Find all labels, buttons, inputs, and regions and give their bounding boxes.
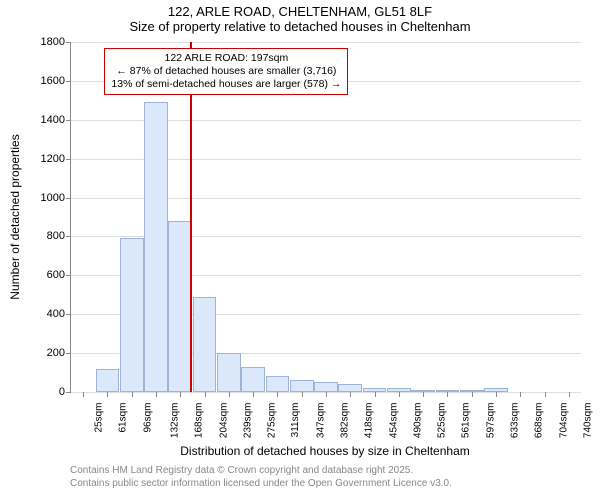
x-tick-label: 132sqm xyxy=(167,403,180,439)
x-tick-mark xyxy=(302,392,303,397)
histogram-bar xyxy=(217,353,241,392)
x-tick-mark xyxy=(180,392,181,397)
y-tick-label: 800 xyxy=(47,230,71,242)
x-tick-mark xyxy=(545,392,546,397)
x-tick-label: 382sqm xyxy=(337,403,350,439)
histogram-bar xyxy=(96,369,120,392)
y-tick-label: 1800 xyxy=(41,36,71,48)
x-tick-mark xyxy=(107,392,108,397)
x-tick-mark xyxy=(253,392,254,397)
x-tick-label: 633sqm xyxy=(507,403,520,439)
x-tick-label: 490sqm xyxy=(410,403,423,439)
x-axis-label: Distribution of detached houses by size … xyxy=(180,444,470,458)
x-tick-mark xyxy=(132,392,133,397)
histogram-bar xyxy=(338,384,362,392)
x-tick-mark xyxy=(277,392,278,397)
footer-attribution: Contains HM Land Registry data © Crown c… xyxy=(70,464,452,490)
x-tick-mark xyxy=(326,392,327,397)
x-tick-mark xyxy=(156,392,157,397)
x-tick-mark xyxy=(399,392,400,397)
chart-title-address: 122, ARLE ROAD, CHELTENHAM, GL51 8LF xyxy=(0,4,600,19)
x-tick-label: 525sqm xyxy=(434,403,447,439)
x-tick-mark xyxy=(520,392,521,397)
histogram-bar xyxy=(266,376,290,392)
x-tick-label: 96sqm xyxy=(140,403,153,433)
histogram-bar xyxy=(290,380,314,392)
x-tick-mark xyxy=(472,392,473,397)
x-tick-label: 204sqm xyxy=(216,403,229,439)
footer-line-2: Contains public sector information licen… xyxy=(70,477,452,490)
chart-container: 122, ARLE ROAD, CHELTENHAM, GL51 8LF Siz… xyxy=(0,0,600,500)
chart-title-subtitle: Size of property relative to detached ho… xyxy=(0,19,600,34)
y-tick-label: 400 xyxy=(47,308,71,320)
x-tick-mark xyxy=(205,392,206,397)
footer-line-1: Contains HM Land Registry data © Crown c… xyxy=(70,464,452,477)
y-tick-label: 600 xyxy=(47,269,71,281)
y-tick-label: 1000 xyxy=(41,192,71,204)
x-tick-mark xyxy=(447,392,448,397)
x-tick-mark xyxy=(229,392,230,397)
x-tick-mark xyxy=(375,392,376,397)
histogram-bar xyxy=(193,297,217,392)
histogram-bar xyxy=(144,102,168,392)
x-tick-label: 311sqm xyxy=(288,403,301,438)
x-tick-label: 597sqm xyxy=(483,403,496,439)
x-tick-label: 418sqm xyxy=(362,403,375,439)
grid-line xyxy=(71,42,581,43)
annotation-line: ← 87% of detached houses are smaller (3,… xyxy=(111,65,341,78)
x-tick-label: 239sqm xyxy=(240,403,253,439)
y-tick-label: 1200 xyxy=(41,153,71,165)
x-tick-label: 704sqm xyxy=(556,403,569,439)
annotation-line: 122 ARLE ROAD: 197sqm xyxy=(111,52,341,65)
x-tick-label: 740sqm xyxy=(580,403,593,439)
x-tick-label: 347sqm xyxy=(313,403,326,439)
x-tick-mark xyxy=(423,392,424,397)
x-tick-label: 61sqm xyxy=(116,403,129,433)
x-tick-label: 561sqm xyxy=(459,403,472,439)
x-tick-label: 168sqm xyxy=(192,403,205,439)
x-tick-label: 668sqm xyxy=(532,403,545,439)
y-axis-label: Number of detached properties xyxy=(8,134,22,299)
x-tick-label: 454sqm xyxy=(386,403,399,439)
plot-area: 02004006008001000120014001600180025sqm61… xyxy=(70,42,581,393)
annotation-line: 13% of semi-detached houses are larger (… xyxy=(111,78,341,91)
y-tick-label: 0 xyxy=(59,386,71,398)
x-tick-mark xyxy=(569,392,570,397)
histogram-bar xyxy=(120,238,144,392)
property-annotation-box: 122 ARLE ROAD: 197sqm← 87% of detached h… xyxy=(104,48,348,95)
x-tick-mark xyxy=(83,392,84,397)
x-tick-label: 25sqm xyxy=(92,403,105,433)
y-tick-label: 1400 xyxy=(41,114,71,126)
histogram-bar xyxy=(168,221,192,392)
y-tick-label: 200 xyxy=(47,347,71,359)
x-tick-label: 275sqm xyxy=(264,403,277,439)
x-tick-mark xyxy=(350,392,351,397)
histogram-bar xyxy=(314,382,338,392)
histogram-bar xyxy=(241,367,265,392)
x-tick-mark xyxy=(496,392,497,397)
y-tick-label: 1600 xyxy=(41,75,71,87)
